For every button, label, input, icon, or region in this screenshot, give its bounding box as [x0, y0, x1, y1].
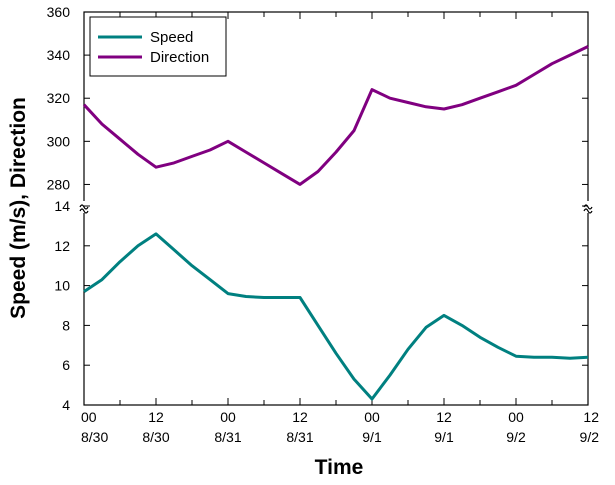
x-tick-label-hour: 00 [81, 409, 97, 425]
lower-y-tick-label: 14 [54, 198, 70, 214]
x-tick-label-date: 9/1 [362, 429, 382, 445]
series-lines [82, 45, 589, 401]
lower-y-tick-label: 6 [62, 357, 70, 373]
upper-y-tick-label: 280 [47, 176, 71, 192]
upper-y-tick-label: 360 [47, 4, 71, 20]
x-tick-label-hour: 00 [364, 409, 380, 425]
legend: Speed Direction [89, 16, 227, 77]
y-axis-title: Speed (m/s), Direction [7, 97, 30, 319]
x-tick-label-hour: 12 [583, 409, 599, 425]
x-tick-label-hour: 12 [292, 409, 308, 425]
x-tick-label-date: 9/2 [506, 429, 526, 445]
upper-y-tick-label: 300 [47, 133, 71, 149]
series-line-speed [83, 232, 589, 401]
upper-y-tick-label: 340 [47, 47, 71, 63]
y-axis-ticks: 280 300 320 340 360 4 6 8 10 12 14 [47, 4, 588, 413]
x-axis-ticks: 00 8/30 12 8/30 00 8/31 12 8/31 00 9/1 12 9/1 00 9/2 1… [81, 12, 599, 445]
legend-label-direction: Direction [150, 49, 209, 66]
upper-y-tick-label: 320 [47, 90, 71, 106]
x-axis-title: Time [315, 456, 364, 479]
x-tick-label-hour: 00 [220, 409, 236, 425]
x-tick-label-date: 9/1 [434, 429, 454, 445]
axis-break-left [79, 201, 89, 214]
x-tick-label-date: 8/30 [142, 429, 169, 445]
x-tick-label-date: 8/31 [214, 429, 241, 445]
lower-y-tick-label: 8 [62, 317, 70, 333]
x-tick-label-hour: 00 [508, 409, 524, 425]
legend-label-speed: Speed [150, 29, 193, 46]
lower-y-tick-label: 12 [54, 238, 70, 254]
lower-y-tick-label: 4 [62, 397, 70, 413]
x-tick-label-date: 8/31 [286, 429, 313, 445]
series-line-direction [82, 45, 589, 186]
x-tick-label-hour: 12 [148, 409, 164, 425]
axis-break-right [583, 201, 593, 214]
x-tick-label-date: 9/2 [580, 429, 600, 445]
legend-box [89, 16, 227, 77]
x-tick-label-date: 8/30 [81, 429, 108, 445]
lower-y-tick-label: 10 [54, 278, 70, 294]
x-tick-label-hour: 12 [436, 409, 452, 425]
